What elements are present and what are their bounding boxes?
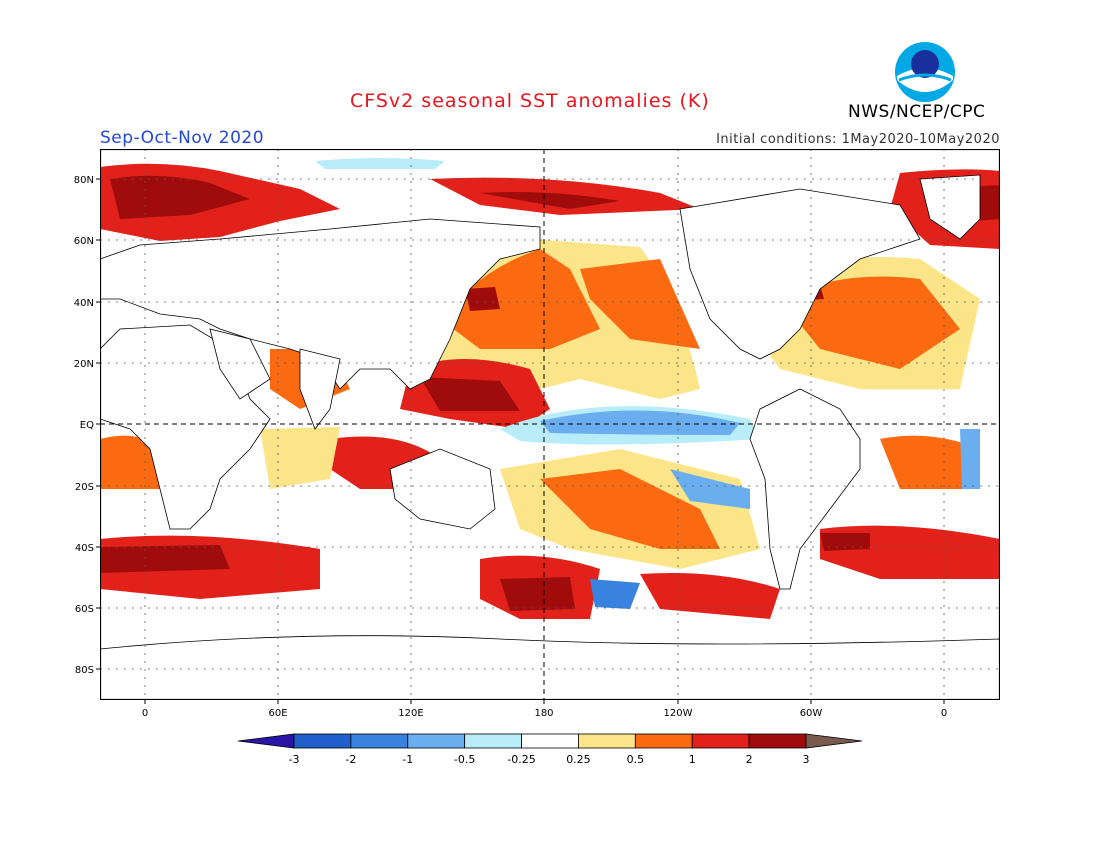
anomaly-warm-pool-core <box>420 377 520 411</box>
colorbar-cell <box>691 733 750 749</box>
colorbar-cell <box>350 733 409 749</box>
lat-label: 20N <box>74 359 94 370</box>
colorbar-cell <box>578 733 636 749</box>
anomaly-tropical-atlantic-east <box>880 435 980 489</box>
anomaly-arctic-blue <box>315 158 445 169</box>
anomaly-southern-ocean-blue <box>590 579 640 609</box>
colorbar-cell <box>521 733 579 749</box>
colorbar-label: -2 <box>345 753 356 766</box>
lon-label: 120W <box>664 708 693 719</box>
noaa-logo <box>893 40 957 104</box>
anomaly-southern-ocean-east <box>640 573 780 619</box>
anomaly-southern-ocean-central-core <box>500 577 575 611</box>
agency-label: NWS/NCEP/CPC <box>848 102 986 122</box>
lat-label: 40N <box>74 298 94 309</box>
anomaly-arctic-pacific-core <box>480 192 620 209</box>
anomaly-cold-tongue-core <box>540 410 740 435</box>
land-india <box>299 348 341 430</box>
land-greenland <box>919 174 981 240</box>
latitude-axis: 80N 60N 40N 20N EQ 20S 40S 60S 80S <box>74 175 100 676</box>
lat-label: 60N <box>74 236 94 247</box>
land-north-america <box>679 188 921 360</box>
lat-label: 80S <box>75 665 94 676</box>
anomaly-arctic-atlantic-core <box>110 175 250 219</box>
land-antarctica <box>100 635 1000 700</box>
land-australia <box>389 448 496 530</box>
colorbar-cell <box>407 733 466 749</box>
anomaly-indian-ocean-yellow <box>260 427 340 489</box>
lat-label: 20S <box>75 482 94 493</box>
anomaly-south-atlantic-core <box>820 533 870 551</box>
lon-label: 0 <box>142 708 148 719</box>
colorbar-label: 2 <box>746 753 753 766</box>
colorbar-label: 3 <box>803 753 810 766</box>
anomaly-southern-ocean-west-core <box>100 545 230 573</box>
colorbar: -3 -2 -1 -0.5 -0.25 0.25 0.5 1 2 3 <box>238 733 862 766</box>
colorbar-label: 0.5 <box>627 753 645 766</box>
anomaly-kuroshio-core <box>465 287 500 311</box>
land-arabia <box>209 328 271 400</box>
initial-conditions-label: Initial conditions: 1May2020-10May2020 <box>716 132 1000 147</box>
lon-label: 60E <box>268 708 287 719</box>
season-label: Sep-Oct-Nov 2020 <box>100 128 265 148</box>
colorbar-label: -0.25 <box>507 753 535 766</box>
colorbar-cell <box>293 733 352 749</box>
land-south-america <box>749 388 861 590</box>
lon-label: 120E <box>398 708 423 719</box>
lon-label: 60W <box>800 708 823 719</box>
colorbar-label: 0.25 <box>566 753 591 766</box>
lat-label: 80N <box>74 175 94 186</box>
anomaly-south-atlantic-blue <box>960 429 980 489</box>
anomaly-north-pacific-east <box>580 259 700 349</box>
colorbar-cell <box>238 733 295 749</box>
anomaly-north-pacific-warm <box>440 249 600 349</box>
lon-label: 0 <box>941 708 947 719</box>
colorbar-cell <box>805 733 862 749</box>
longitude-axis: 0 60E 120E 180 120W 60W 0 <box>142 700 947 719</box>
anomaly-tropical-atlantic-west <box>100 435 160 489</box>
colorbar-cell <box>748 733 807 749</box>
lat-label: 40S <box>75 543 94 554</box>
anomaly-south-pacific-warm <box>540 469 720 549</box>
lat-label: 60S <box>75 604 94 615</box>
lon-label: 180 <box>534 708 553 719</box>
colorbar-cell <box>634 733 693 749</box>
sst-anomaly-map <box>100 149 1000 700</box>
anomaly-south-pacific-blue <box>670 469 750 509</box>
land-eurasia <box>100 218 541 390</box>
colorbar-label: 1 <box>689 753 696 766</box>
lat-label: EQ <box>80 420 94 431</box>
colorbar-cell <box>464 733 522 749</box>
colorbar-label: -3 <box>289 753 300 766</box>
colorbar-label: -0.5 <box>454 753 475 766</box>
colorbar-label: -1 <box>402 753 413 766</box>
anomaly-north-atlantic-warm <box>780 276 960 369</box>
chart-title: CFSv2 seasonal SST anomalies (K) <box>350 90 710 112</box>
